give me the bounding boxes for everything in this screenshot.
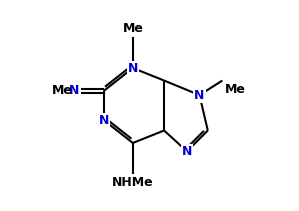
Text: Me: Me <box>122 22 143 35</box>
Text: N: N <box>69 84 80 97</box>
Text: Me: Me <box>52 84 72 97</box>
Text: N: N <box>98 114 109 127</box>
Text: N: N <box>194 89 205 101</box>
Text: NHMe: NHMe <box>112 176 154 189</box>
Text: N: N <box>128 62 138 74</box>
Text: N: N <box>182 145 192 158</box>
Text: Me: Me <box>225 83 245 96</box>
